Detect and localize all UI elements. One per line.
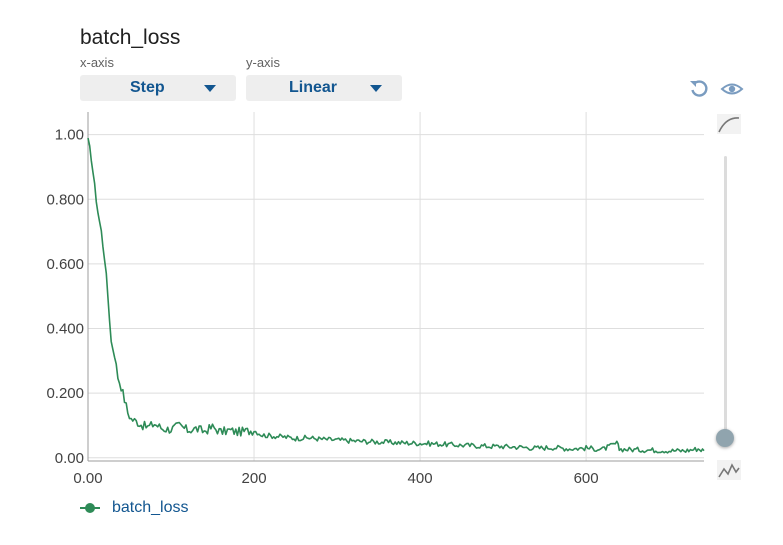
legend[interactable]: batch_loss: [80, 497, 189, 519]
chevron-down-icon: [204, 85, 216, 92]
legend-label: batch_loss: [112, 499, 189, 516]
smoothing-curve-icon[interactable]: [716, 113, 742, 135]
y-tick-label: 1.00: [55, 127, 84, 144]
y-tick-label: 0.400: [46, 321, 84, 338]
y-tick-label: 0.200: [46, 385, 84, 402]
raw-data-icon[interactable]: [716, 459, 742, 481]
smoothing-slider-track[interactable]: [724, 156, 727, 438]
grid-lines: [87, 112, 704, 462]
chevron-down-icon: [370, 85, 382, 92]
x-axis-dropdown-value: Step: [130, 79, 165, 96]
y-axis-caption: y-axis: [246, 55, 280, 70]
series-line-batch_loss: [87, 137, 705, 454]
series-layer: [87, 137, 705, 454]
x-tick-label: 400: [408, 470, 433, 487]
y-axis-dropdown-value: Linear: [289, 79, 338, 96]
x-tick-label: 200: [242, 470, 267, 487]
y-axis-dropdown[interactable]: Linear: [246, 75, 402, 101]
chart-title: batch_loss: [80, 26, 181, 49]
y-tick-label: 0.800: [46, 191, 84, 208]
reset-zoom-icon[interactable]: [688, 78, 710, 100]
eye-icon[interactable]: [720, 80, 744, 98]
x-axis-caption: x-axis: [80, 55, 114, 70]
y-tick-label: 0.00: [55, 450, 84, 467]
smoothing-slider-thumb[interactable]: [716, 429, 734, 447]
x-tick-label: 600: [574, 470, 599, 487]
legend-swatch: [80, 501, 100, 515]
x-axis-dropdown[interactable]: Step: [80, 75, 236, 101]
y-tick-label: 0.600: [46, 256, 84, 273]
x-tick-label: 0.00: [73, 470, 102, 487]
axis-ticks: 0.00 0.200 0.400 0.600 0.800 1.00 0.00 200 400 60…: [46, 127, 598, 487]
legend-swatch-dot: [85, 503, 95, 513]
